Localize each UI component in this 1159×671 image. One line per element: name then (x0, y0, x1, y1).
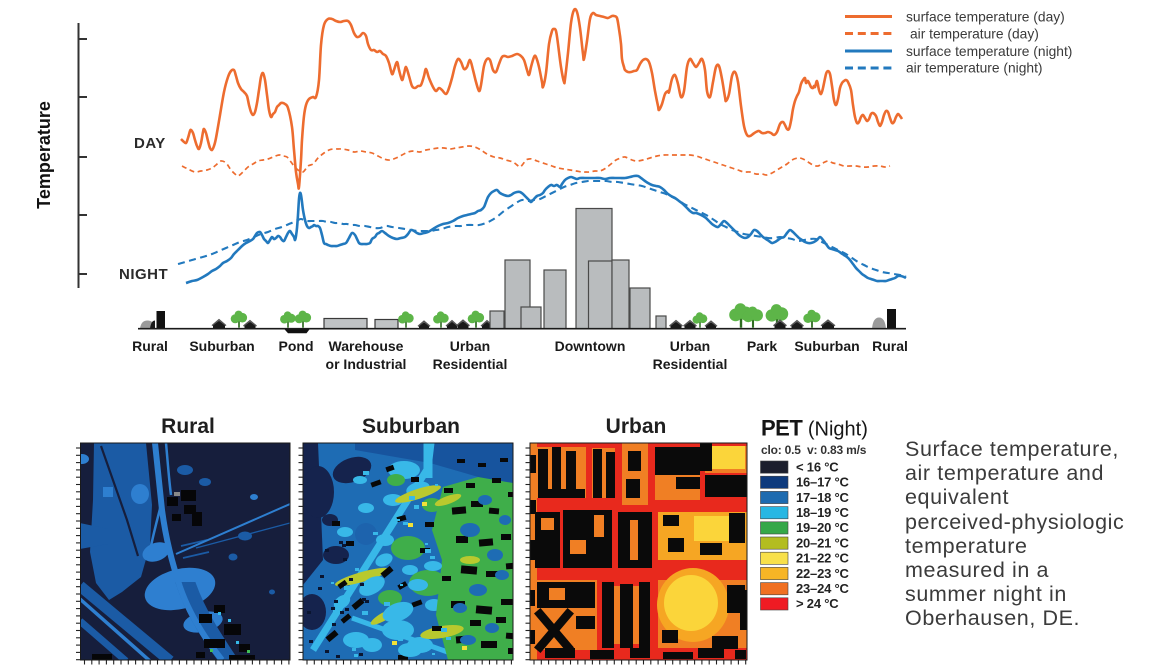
svg-text:Suburban: Suburban (362, 415, 460, 438)
svg-text:Rural: Rural (132, 338, 168, 354)
svg-text:Downtown: Downtown (555, 338, 626, 354)
svg-text:air temperature (day): air temperature (day) (910, 27, 1039, 42)
svg-text:17–18 °C: 17–18 °C (796, 490, 850, 505)
svg-text:Urban: Urban (670, 338, 710, 354)
svg-text:Temperature: Temperature (34, 101, 54, 209)
svg-text:Residential: Residential (433, 356, 508, 372)
svg-text:PET (Night): PET (Night) (761, 416, 868, 441)
svg-text:air temperature (night): air temperature (night) (906, 61, 1043, 76)
svg-text:21–22 °C: 21–22 °C (796, 551, 850, 566)
svg-text:surface temperature (night): surface temperature (night) (906, 44, 1072, 59)
svg-text:> 24 °C: > 24 °C (796, 596, 839, 611)
svg-text:< 16 °C: < 16 °C (796, 459, 839, 474)
svg-text:18–19 °C: 18–19 °C (796, 505, 850, 520)
svg-text:Urban: Urban (450, 338, 490, 354)
svg-text:22–23 °C: 22–23 °C (796, 566, 850, 581)
svg-text:Rural: Rural (872, 338, 908, 354)
svg-text:16–17 °C: 16–17 °C (796, 475, 850, 490)
svg-text:Suburban: Suburban (189, 338, 254, 354)
svg-text:Suburban: Suburban (794, 338, 859, 354)
svg-text:Pond: Pond (279, 338, 314, 354)
svg-text:NIGHT: NIGHT (119, 266, 168, 283)
svg-text:Residential: Residential (653, 356, 728, 372)
svg-text:or Industrial: or Industrial (326, 356, 407, 372)
svg-text:Warehouse: Warehouse (329, 338, 404, 354)
svg-text:20–21 °C: 20–21 °C (796, 535, 850, 550)
svg-text:DAY: DAY (134, 135, 166, 152)
svg-text:19–20 °C: 19–20 °C (796, 520, 850, 535)
svg-text:surface temperature (day): surface temperature (day) (906, 10, 1065, 25)
svg-text:23–24 °C: 23–24 °C (796, 581, 850, 596)
svg-text:clo: 0.5 v: 0.83 m/s: clo: 0.5 v: 0.83 m/s (761, 443, 867, 457)
svg-text:Urban: Urban (606, 415, 667, 438)
svg-text:Park: Park (747, 338, 778, 354)
svg-text:Rural: Rural (161, 415, 215, 438)
